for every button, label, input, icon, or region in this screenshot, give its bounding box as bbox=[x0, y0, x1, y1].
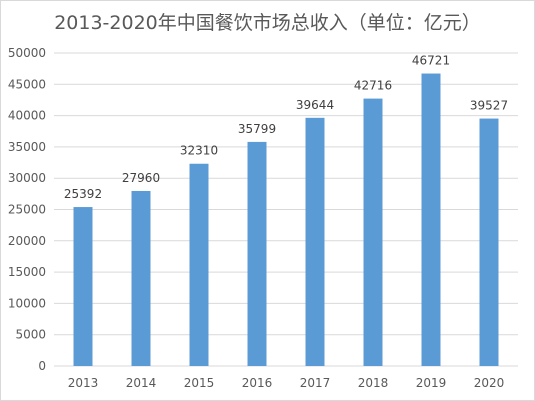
bar-2013 bbox=[73, 207, 93, 366]
y-tick-label: 45000 bbox=[8, 77, 46, 91]
y-tick-label: 50000 bbox=[8, 46, 46, 60]
x-tick-label-2013: 2013 bbox=[68, 376, 99, 390]
data-label-2016: 35799 bbox=[238, 122, 276, 136]
y-tick-label: 0 bbox=[38, 359, 46, 373]
bar-2020 bbox=[479, 118, 499, 367]
x-tick-label-2014: 2014 bbox=[126, 376, 157, 390]
bar-2019 bbox=[421, 73, 441, 366]
data-label-2020: 39527 bbox=[470, 99, 508, 113]
gridlines bbox=[54, 52, 518, 367]
x-tick-label-2015: 2015 bbox=[184, 376, 215, 390]
data-label-2018: 42716 bbox=[354, 79, 392, 93]
data-label-2014: 27960 bbox=[122, 171, 160, 185]
data-labels: 25392 27960 32310 35799 39644 42716 46721 39527 bbox=[64, 54, 508, 202]
data-label-2013: 25392 bbox=[64, 187, 102, 201]
y-axis-tick-labels: 0 5000 10000 15000 20000 25000 30000 35000 40000… bbox=[8, 46, 46, 373]
bar-2014 bbox=[131, 190, 151, 366]
x-tick-label-2016: 2016 bbox=[242, 376, 273, 390]
data-label-2015: 32310 bbox=[180, 144, 218, 158]
bars bbox=[73, 73, 499, 367]
y-tick-label: 25000 bbox=[8, 203, 46, 217]
x-tick-label-2019: 2019 bbox=[416, 376, 447, 390]
y-tick-label: 20000 bbox=[8, 234, 46, 248]
data-label-2017: 39644 bbox=[296, 98, 334, 112]
x-tick-label-2020: 2020 bbox=[474, 376, 505, 390]
y-tick-label: 10000 bbox=[8, 296, 46, 310]
y-tick-label: 40000 bbox=[8, 109, 46, 123]
bar-2018 bbox=[363, 98, 383, 366]
y-tick-label: 30000 bbox=[8, 171, 46, 185]
y-tick-label: 35000 bbox=[8, 140, 46, 154]
chart-title: 2013-2020年中国餐饮市场总收入（单位：亿元） bbox=[54, 12, 481, 34]
bar-2015 bbox=[189, 163, 209, 366]
y-tick-label: 5000 bbox=[15, 328, 46, 342]
x-axis-tick-labels: 2013 2014 2015 2016 2017 2018 2019 2020 bbox=[68, 376, 505, 390]
x-tick-label-2018: 2018 bbox=[358, 376, 389, 390]
bar-2017 bbox=[305, 117, 325, 367]
y-tick-label: 15000 bbox=[8, 265, 46, 279]
data-label-2019: 46721 bbox=[412, 54, 450, 68]
bar-2016 bbox=[247, 141, 267, 366]
x-tick-label-2017: 2017 bbox=[300, 376, 331, 390]
